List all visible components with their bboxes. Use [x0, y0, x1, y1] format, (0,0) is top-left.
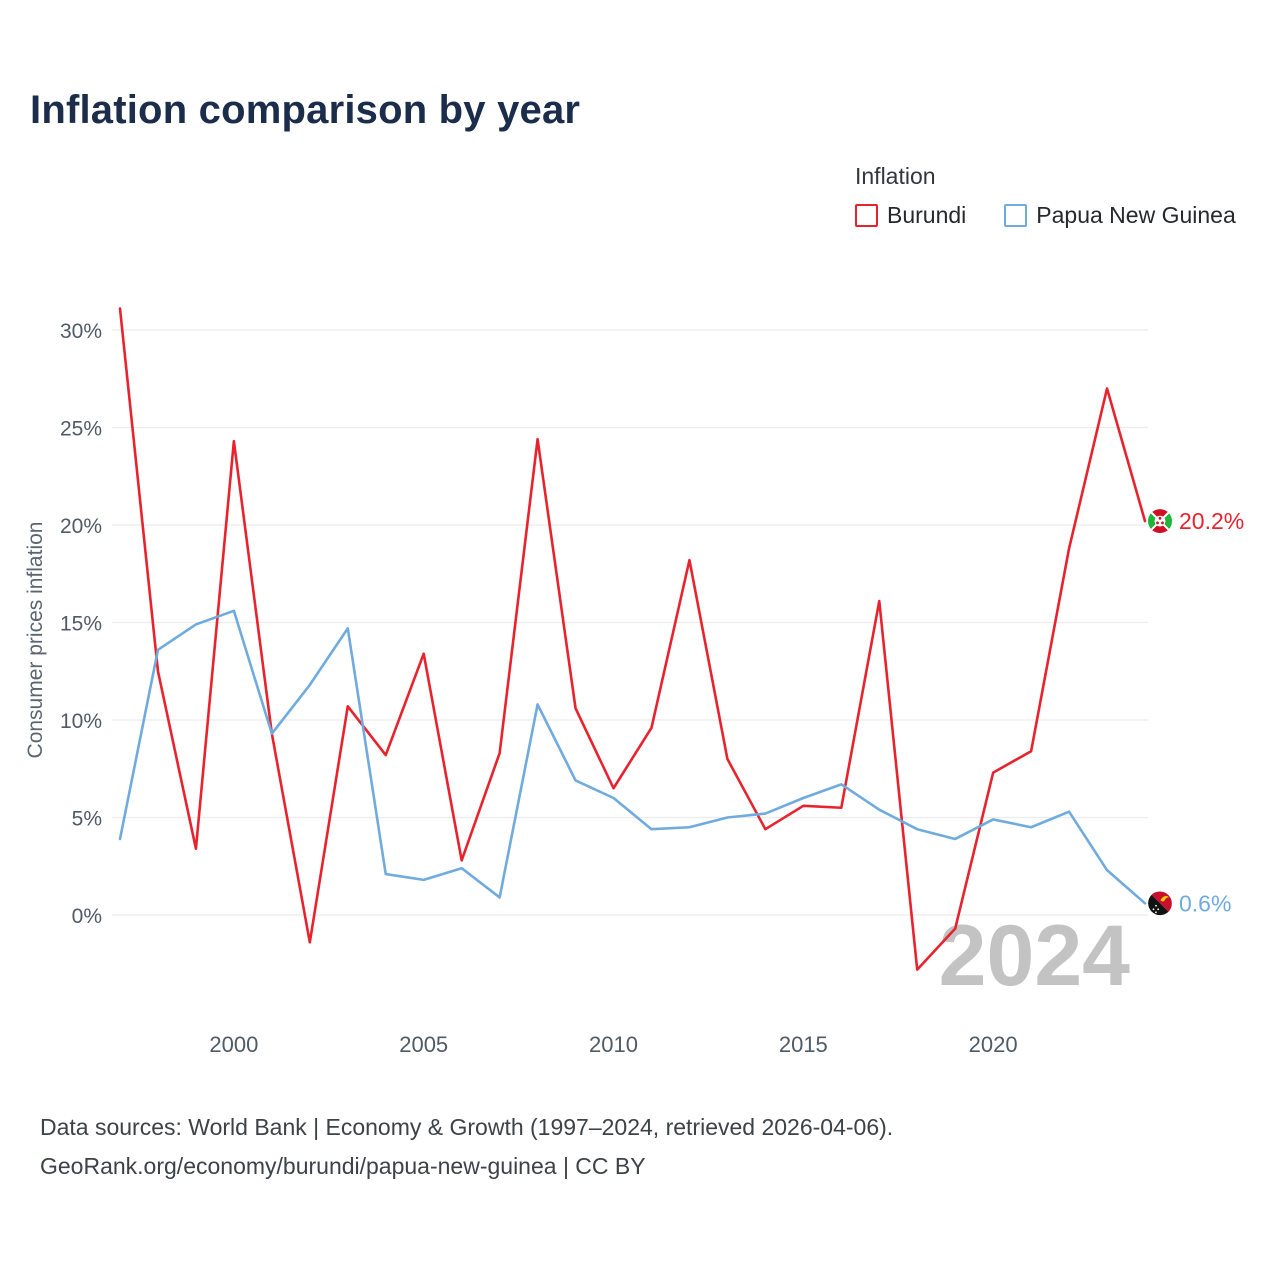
series-line-papua-new-guinea[interactable]	[118, 609, 1147, 905]
legend-item-papua-new-guinea[interactable]: Papua New Guinea	[1004, 202, 1236, 229]
burundi-flag-icon	[1148, 509, 1172, 534]
x-tick-label: 2005	[399, 1032, 448, 1057]
x-tick-label: 2020	[969, 1032, 1018, 1057]
watermark: 2024	[939, 908, 1130, 1004]
y-tick-label: 30%	[60, 320, 102, 343]
y-tick-label: 20%	[60, 515, 102, 538]
footer: Data sources: World Bank | Economy & Gro…	[40, 1108, 893, 1186]
burundi-series-swatch	[855, 204, 878, 227]
data-sources-line: Data sources: World Bank | Economy & Gro…	[40, 1114, 894, 1140]
x-tick-label: 2015	[779, 1032, 828, 1057]
attribution-line: GeoRank.org/economy/burundi/papua-new-gu…	[40, 1153, 646, 1179]
legend-title: Inflation	[855, 163, 936, 189]
y-tick-label: 10%	[60, 710, 102, 733]
series-line-burundi[interactable]	[118, 307, 1147, 971]
y-axis-title: Consumer prices inflation	[24, 522, 47, 759]
x-tick-label: 2010	[589, 1032, 638, 1057]
end-value-label: 0.6%	[1179, 890, 1231, 916]
y-tick-label: 5%	[72, 808, 102, 831]
papua-new-guinea-series-swatch	[1004, 204, 1028, 227]
chart-title: Inflation comparison by year	[30, 88, 581, 132]
y-tick-label: 25%	[60, 418, 102, 441]
legend-item-label: Papua New Guinea	[1036, 202, 1236, 228]
y-tick-label: 15%	[60, 613, 102, 636]
end-value-label: 20.2%	[1179, 508, 1244, 534]
legend: Inflation Burundi Papua New Guinea	[855, 163, 1236, 229]
legend-item-burundi[interactable]: Burundi	[855, 202, 966, 229]
legend-item-label: Burundi	[887, 202, 967, 228]
legend-items: Burundi Papua New Guinea	[855, 202, 1236, 229]
papua-new-guinea-flag-icon	[1148, 891, 1172, 916]
y-tick-label: 0%	[72, 905, 102, 928]
x-tick-label: 2000	[209, 1032, 258, 1057]
